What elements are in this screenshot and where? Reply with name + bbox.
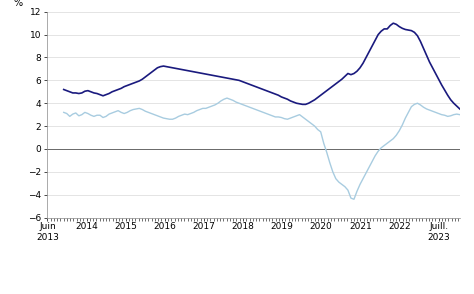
Y-axis label: %: %	[14, 0, 23, 8]
